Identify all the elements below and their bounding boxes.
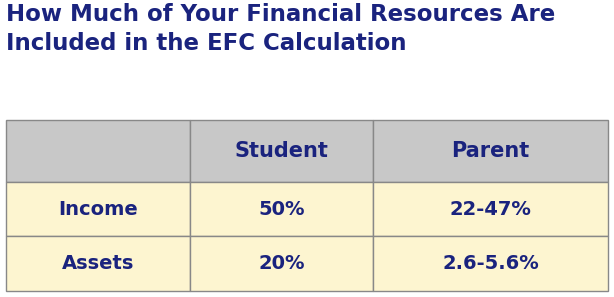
Text: Income: Income [58, 200, 138, 219]
Bar [6, 236, 190, 291]
Text: How Much of Your Financial Resources Are
Included in the EFC Calculation: How Much of Your Financial Resources Are… [6, 3, 556, 55]
Bar [6, 120, 190, 182]
Text: 22-47%: 22-47% [449, 200, 532, 219]
Bar [190, 236, 373, 291]
Text: Parent: Parent [451, 141, 530, 161]
Text: 20%: 20% [258, 254, 305, 273]
Bar [6, 182, 190, 236]
Bar [190, 182, 373, 236]
Text: Assets: Assets [62, 254, 134, 273]
Bar [373, 182, 608, 236]
Text: Student: Student [235, 141, 328, 161]
Bar [373, 120, 608, 182]
Text: 2.6-5.6%: 2.6-5.6% [442, 254, 539, 273]
Bar [373, 236, 608, 291]
Bar [190, 120, 373, 182]
Text: 50%: 50% [258, 200, 305, 219]
